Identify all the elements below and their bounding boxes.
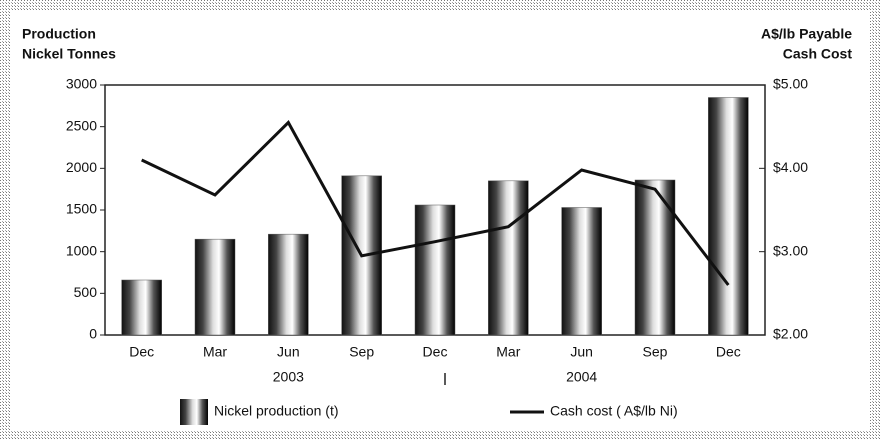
bar xyxy=(708,97,749,336)
y2-axis-title: Cash Cost xyxy=(783,46,853,62)
bar xyxy=(414,204,456,336)
legend-label: Nickel production (t) xyxy=(214,403,339,419)
y-tick-label: 1000 xyxy=(66,242,97,258)
y-tick-label: 2000 xyxy=(66,159,97,175)
y-tick-label: 500 xyxy=(74,284,98,300)
x-tick-label: Mar xyxy=(496,344,520,360)
y2-tick-label: $2.00 xyxy=(773,326,808,342)
x-tick-label: Jun xyxy=(570,344,593,360)
bar xyxy=(488,180,529,336)
bar xyxy=(194,238,236,336)
x-tick-label: Jun xyxy=(277,344,300,360)
x-tick-label: Dec xyxy=(129,344,154,360)
y-tick-label: 0 xyxy=(89,326,97,342)
legend-label: Cash cost ( A$/lb Ni) xyxy=(550,403,678,419)
y-tick-label: 3000 xyxy=(66,76,97,92)
bar xyxy=(121,279,162,336)
y-tick-label: 1500 xyxy=(66,201,97,217)
x-tick-label: Mar xyxy=(203,344,227,360)
bar xyxy=(561,207,602,336)
x-tick-label: Sep xyxy=(643,344,668,360)
x-group-label: 2004 xyxy=(566,369,597,385)
x-tick-label: Dec xyxy=(716,344,741,360)
legend-swatch xyxy=(180,399,208,425)
bar xyxy=(634,179,676,336)
x-group-label: 2003 xyxy=(273,369,304,385)
x-tick-label: Sep xyxy=(349,344,374,360)
y2-tick-label: $3.00 xyxy=(773,242,808,258)
bar xyxy=(268,233,309,336)
x-tick-label: Dec xyxy=(423,344,448,360)
y2-tick-label: $4.00 xyxy=(773,159,808,175)
line xyxy=(141,120,730,286)
y-tick-label: 2500 xyxy=(66,117,97,133)
y-axis-title: Production xyxy=(22,26,96,42)
y2-tick-label: $5.00 xyxy=(773,76,808,92)
y2-axis-title: A$/lb Payable xyxy=(761,26,852,42)
y-axis-title: Nickel Tonnes xyxy=(22,46,116,62)
